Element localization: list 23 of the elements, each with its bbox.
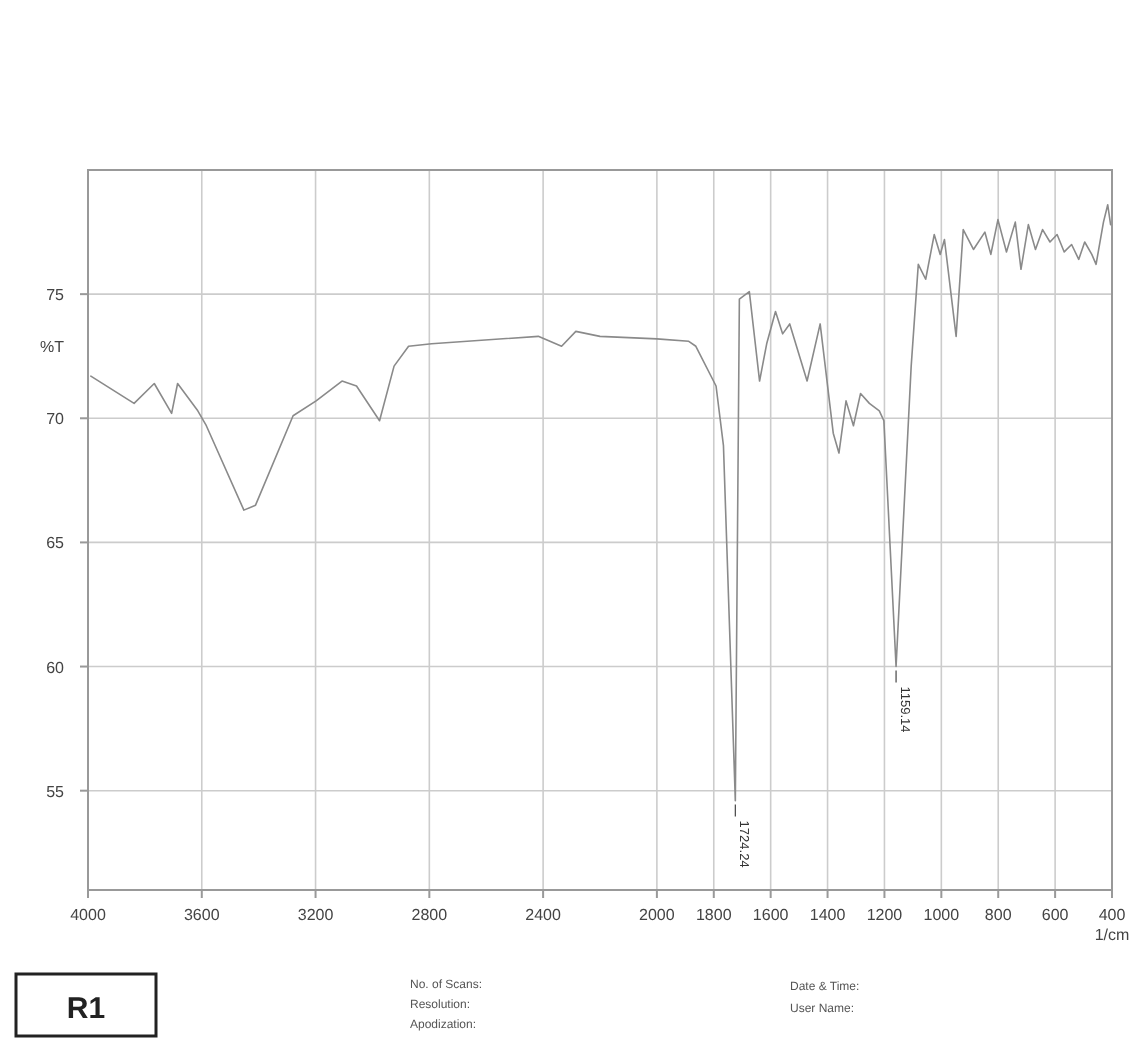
x-tick-label: 800 (984, 906, 1013, 924)
y-tick-label: 65 (46, 534, 66, 553)
x-tick-label: 4000 (70, 906, 107, 924)
line-series (90, 203, 1112, 802)
y-axis-title: %T (40, 338, 65, 357)
x-tick-label: 1400 (809, 906, 847, 924)
x-tick-label: 1600 (752, 906, 790, 924)
x-tick-label: 2800 (411, 906, 449, 924)
y-tick-label: 60 (46, 658, 66, 677)
x-tick-label: 2400 (525, 906, 563, 924)
x-tick-label: 400 (1098, 906, 1127, 924)
y-tick-label: 75 (46, 286, 66, 305)
x-tick-label: 1800 (695, 906, 733, 924)
y-tick-label: 55 (46, 782, 66, 801)
y-tick-label: 70 (46, 410, 66, 429)
x-tick-label: 3200 (297, 906, 335, 924)
x-tick-label: 600 (1041, 906, 1070, 924)
x-axis-title: 1/cm (1094, 926, 1130, 944)
x-tick-label: 3600 (183, 906, 221, 924)
x-tick-label: 1000 (923, 906, 961, 924)
text: R1 (66, 992, 106, 1026)
x-tick-label: 2000 (639, 906, 676, 924)
x-tick-label: 1200 (866, 906, 904, 924)
